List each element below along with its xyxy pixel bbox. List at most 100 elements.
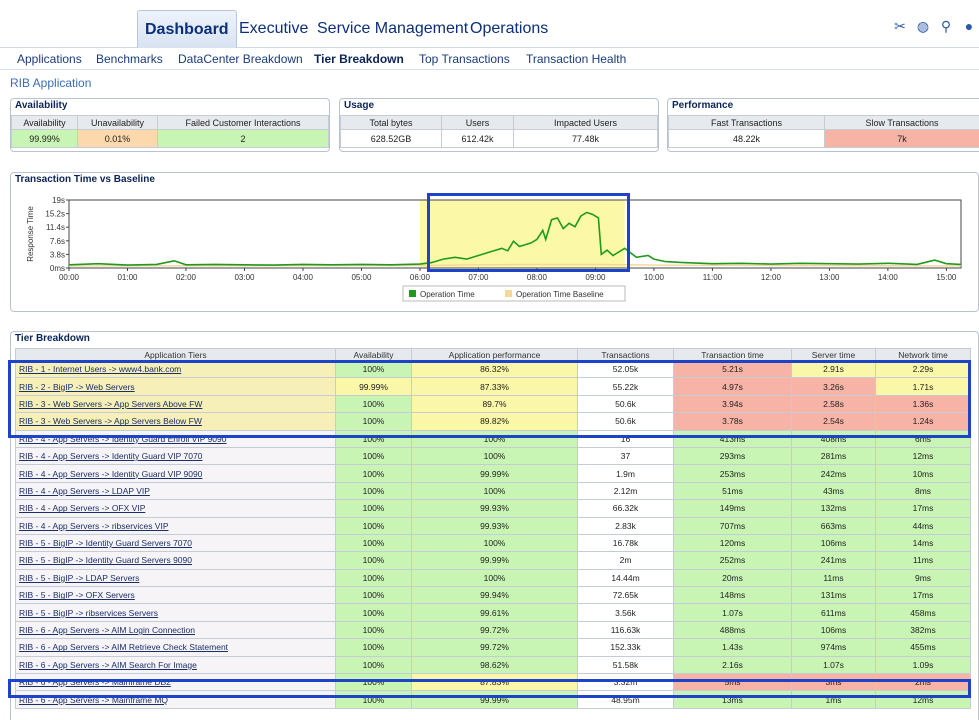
table-row[interactable]: RIB - 6 - App Servers -> Mainframe MQ 100…	[15, 690, 971, 709]
col-server-time[interactable]: Server time	[791, 348, 876, 361]
network-time-cell: 17ms	[875, 499, 971, 518]
subnav-top-transactions[interactable]: Top Transactions	[419, 52, 510, 66]
globe-icon[interactable]: ◍	[916, 18, 930, 34]
availability-cell: 100%	[335, 603, 412, 622]
subnav-tier-breakdown[interactable]: Tier Breakdown	[314, 52, 404, 66]
col-transaction-time[interactable]: Transaction time	[673, 348, 792, 361]
tier-name-link[interactable]: RIB - 1 - Internet Users -> www4.bank.co…	[15, 359, 336, 379]
table-row[interactable]: RIB - 6 - App Servers -> AIM Login Conne…	[15, 620, 971, 640]
performance-cell: 87.83%	[411, 673, 578, 692]
tier-name-link[interactable]: RIB - 4 - App Servers -> Identity Guard …	[15, 446, 336, 466]
availability-table: Availability Unavailability Failed Custo…	[11, 115, 329, 148]
server-time-cell: 131ms	[791, 586, 876, 605]
network-time-cell: 1.36s	[875, 394, 971, 414]
subnav-transaction-health[interactable]: Transaction Health	[526, 52, 627, 66]
subnav-datacenter-breakdown[interactable]: DataCenter Breakdown	[178, 52, 303, 66]
legend-swatch-operation-time	[409, 290, 416, 297]
tier-name-link[interactable]: RIB - 5 - BigIP -> ribservices Servers	[15, 603, 336, 622]
transactions-cell: 16	[577, 429, 674, 448]
table-row[interactable]: RIB - 6 - App Servers -> Mainframe DB2 10…	[15, 673, 971, 692]
network-time-cell: 14ms	[875, 533, 971, 553]
tier-name-link[interactable]: RIB - 3 - Web Servers -> App Servers Abo…	[15, 394, 336, 414]
tier-name-link[interactable]: RIB - 5 - BigIP -> Identity Guard Server…	[15, 533, 336, 553]
unavailability-header: Unavailability	[77, 115, 158, 130]
x-tick-label: 07:00	[468, 273, 489, 282]
server-time-cell: 974ms	[791, 638, 876, 657]
tab-executive[interactable]: Executive	[239, 20, 309, 37]
col-application-tiers[interactable]: Application Tiers	[15, 348, 336, 361]
transaction-time-cell: 51ms	[673, 481, 792, 501]
tab-operations[interactable]: Operations	[470, 20, 549, 37]
table-row[interactable]: RIB - 4 - App Servers -> Identity Guard …	[15, 446, 971, 466]
tier-name-link[interactable]: RIB - 5 - BigIP -> Identity Guard Server…	[15, 551, 336, 570]
tab-service-management[interactable]: Service Management	[317, 20, 469, 37]
tier-name-link[interactable]: RIB - 6 - App Servers -> Mainframe DB2	[15, 673, 336, 692]
transactions-cell: 48.95m	[577, 690, 674, 709]
subnav-applications[interactable]: Applications	[17, 52, 82, 66]
col-transactions[interactable]: Transactions	[577, 348, 674, 361]
table-row[interactable]: RIB - 2 - BigIP -> Web Servers 99.99% 87.3…	[15, 377, 971, 396]
table-row[interactable]: RIB - 5 - BigIP -> LDAP Servers 100% 100% 1…	[15, 568, 971, 588]
filter-icon[interactable]: ⚲	[940, 18, 952, 34]
tier-name-link[interactable]: RIB - 4 - App Servers -> ribservices VIP	[15, 516, 336, 535]
table-row[interactable]: RIB - 5 - BigIP -> OFX Servers 100% 99.94%…	[15, 586, 971, 605]
network-time-cell: 8ms	[875, 481, 971, 501]
table-row[interactable]: RIB - 3 - Web Servers -> App Servers Bel…	[15, 412, 971, 431]
table-row[interactable]: RIB - 4 - App Servers -> Identity Guard …	[15, 464, 971, 483]
server-time-cell: 2.91s	[791, 359, 876, 379]
tier-name-link[interactable]: RIB - 4 - App Servers -> Identity Guard …	[15, 429, 336, 448]
table-row[interactable]: RIB - 6 - App Servers -> AIM Search For …	[15, 655, 971, 675]
tier-name-link[interactable]: RIB - 4 - App Servers -> LDAP VIP	[15, 481, 336, 501]
performance-cell: 99.94%	[411, 586, 578, 605]
users-header: Users	[441, 115, 514, 130]
server-time-cell: 663ms	[791, 516, 876, 535]
col-application-performance[interactable]: Application performance	[411, 348, 578, 361]
tier-name-link[interactable]: RIB - 6 - App Servers -> AIM Search For …	[15, 655, 336, 675]
legend-swatch-operation-time-baseline	[505, 290, 512, 297]
table-row[interactable]: RIB - 3 - Web Servers -> App Servers Abo…	[15, 394, 971, 414]
tier-name-link[interactable]: RIB - 5 - BigIP -> LDAP Servers	[15, 568, 336, 588]
tab-dashboard[interactable]: Dashboard	[137, 10, 237, 48]
table-row[interactable]: RIB - 6 - App Servers -> AIM Retrieve Ch…	[15, 638, 971, 657]
network-time-cell: 6ms	[875, 429, 971, 448]
transaction-time-cell: 253ms	[673, 464, 792, 483]
tools-icon[interactable]: ✂	[894, 18, 906, 34]
col-network-time[interactable]: Network time	[875, 348, 971, 361]
performance-cell: 99.99%	[411, 690, 578, 709]
table-row[interactable]: RIB - 5 - BigIP -> Identity Guard Server…	[15, 551, 971, 570]
tier-name-link[interactable]: RIB - 4 - App Servers -> Identity Guard …	[15, 464, 336, 483]
col-availability[interactable]: Availability	[335, 348, 412, 361]
table-row[interactable]: RIB - 4 - App Servers -> ribservices VIP…	[15, 516, 971, 535]
tier-name-link[interactable]: RIB - 3 - Web Servers -> App Servers Bel…	[15, 412, 336, 431]
subnav-benchmarks[interactable]: Benchmarks	[96, 52, 163, 66]
table-row[interactable]: RIB - 1 - Internet Users -> www4.bank.co…	[15, 359, 971, 379]
transaction-time-cell: 120ms	[673, 533, 792, 553]
usage-table: Total bytes Users Impacted Users 628.52G…	[340, 115, 658, 148]
x-tick-label: 09:00	[585, 273, 606, 282]
table-row[interactable]: RIB - 4 - App Servers -> LDAP VIP 100% 100…	[15, 481, 971, 501]
y-tick-label: 7.6s	[50, 237, 65, 246]
availability-cell: 100%	[335, 568, 412, 588]
transaction-time-chart: 19s 15.2s 11.4s 7.6s 3.8s 0ms Response Time 00:…	[26, 196, 962, 302]
table-row[interactable]: RIB - 5 - BigIP -> ribservices Servers 10…	[15, 603, 971, 622]
tier-name-link[interactable]: RIB - 6 - App Servers -> AIM Login Conne…	[15, 620, 336, 640]
table-row[interactable]: RIB - 4 - App Servers -> OFX VIP 100% 99.9…	[15, 499, 971, 518]
tier-name-link[interactable]: RIB - 6 - App Servers -> Mainframe MQ	[15, 690, 336, 709]
tier-name-link[interactable]: RIB - 5 - BigIP -> OFX Servers	[15, 586, 336, 605]
help-icon[interactable]: ●	[964, 18, 974, 34]
performance-cell: 100%	[411, 429, 578, 448]
tier-name-link[interactable]: RIB - 2 - BigIP -> Web Servers	[15, 377, 336, 396]
x-tick-label: 04:00	[293, 273, 314, 282]
breadcrumb[interactable]: RIB Application	[10, 76, 92, 90]
transactions-cell: 37	[577, 446, 674, 466]
x-tick-label: 13:00	[819, 273, 840, 282]
transaction-time-cell: 488ms	[673, 620, 792, 640]
server-time-cell: 408ms	[791, 429, 876, 448]
tier-name-link[interactable]: RIB - 4 - App Servers -> OFX VIP	[15, 499, 336, 518]
availability-title: Availability	[15, 100, 68, 111]
legend-label-operation-time: Operation Time	[420, 290, 475, 299]
table-row[interactable]: RIB - 4 - App Servers -> Identity Guard …	[15, 429, 971, 448]
tier-name-link[interactable]: RIB - 6 - App Servers -> AIM Retrieve Ch…	[15, 638, 336, 657]
table-row[interactable]: RIB - 5 - BigIP -> Identity Guard Server…	[15, 533, 971, 553]
performance-table: Fast Transactions Slow Transactions 48.2…	[668, 115, 979, 148]
